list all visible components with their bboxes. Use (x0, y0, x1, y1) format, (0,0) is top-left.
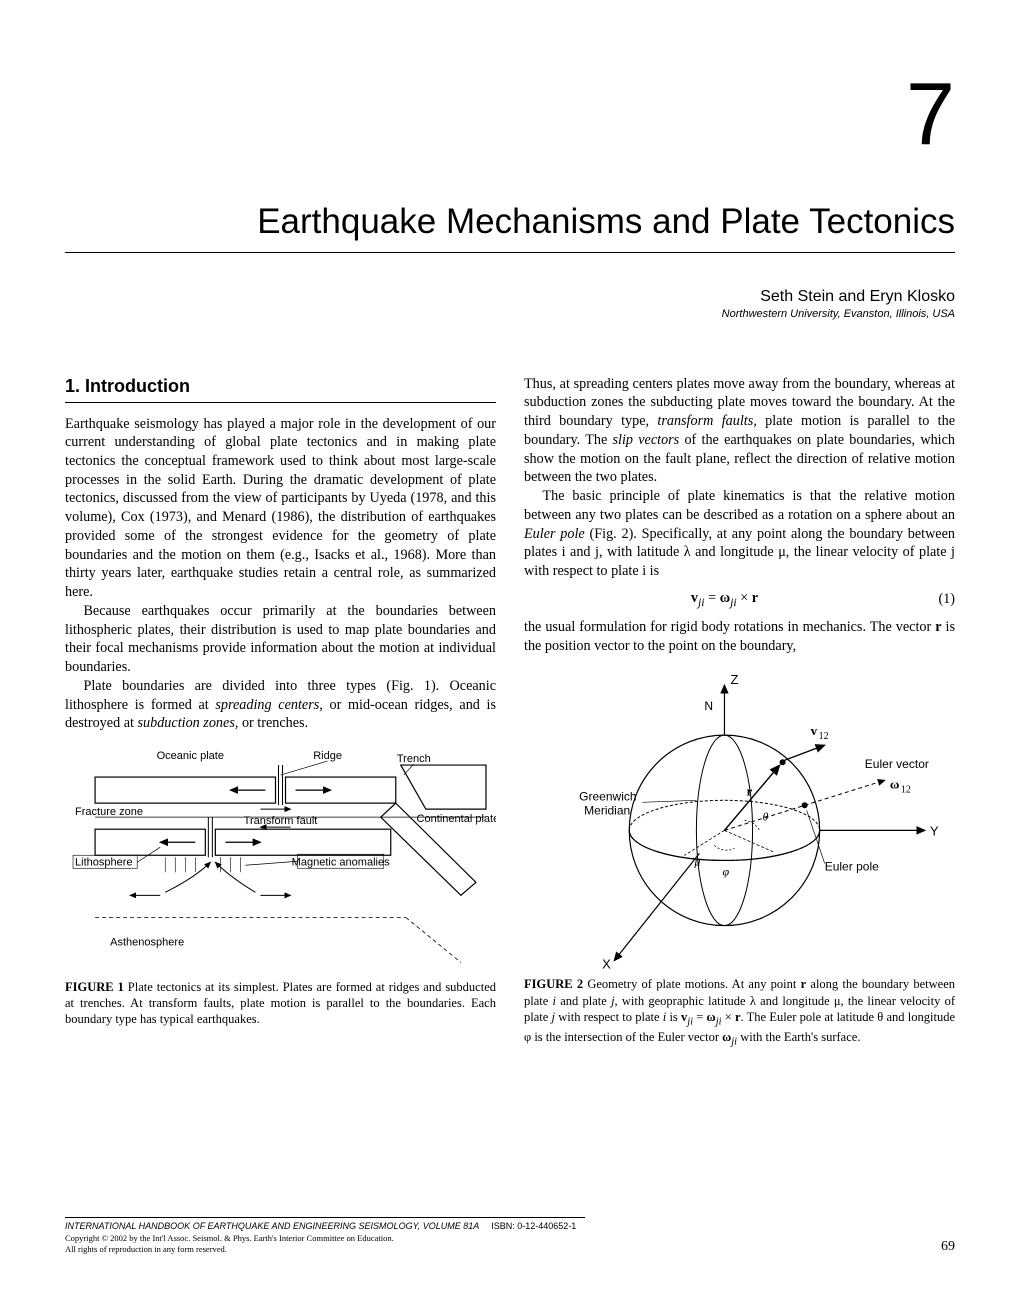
chapter-number: 7 (906, 70, 955, 158)
text: , or trenches. (235, 715, 308, 731)
footer-publication: INTERNATIONAL HANDBOOK OF EARTHQUAKE AND… (65, 1221, 955, 1231)
affiliation: Northwestern University, Evanston, Illin… (65, 308, 955, 320)
equation-body: vji = ωji × r (524, 589, 925, 610)
svg-text:Meridian: Meridian (584, 803, 630, 817)
figure-2-caption: FIGURE 2 Geometry of plate motions. At a… (524, 976, 955, 1049)
label-greenwich: Greenwich (579, 789, 636, 803)
label-transform: Transform fault (244, 815, 318, 827)
figure-1: Oceanic plate Ridge Trench Continental p… (65, 747, 496, 1027)
footer-isbn: ISBN: 0-12-440652-1 (491, 1221, 576, 1231)
chapter-title: Earthquake Mechanisms and Plate Tectonic… (65, 200, 955, 244)
label-ridge: Ridge (313, 750, 342, 762)
label-asthenosphere: Asthenosphere (110, 936, 184, 948)
footer-title: INTERNATIONAL HANDBOOK OF EARTHQUAKE AND… (65, 1221, 479, 1231)
paragraph: Thus, at spreading centers plates move a… (524, 375, 955, 487)
label-lithosphere: Lithosphere (75, 856, 133, 868)
figure-label: FIGURE 1 (65, 980, 124, 994)
label-v12: v (811, 723, 818, 738)
equation-number: (1) (925, 590, 955, 609)
label-y: Y (930, 823, 939, 838)
paragraph: Plate boundaries are divided into three … (65, 677, 496, 733)
section-heading: 1. Introduction (65, 375, 496, 399)
label-mu: μ (693, 854, 700, 868)
section-rule (65, 402, 496, 403)
body-columns: 1. Introduction Earthquake seismology ha… (65, 375, 955, 1057)
figure-1-svg: Oceanic plate Ridge Trench Continental p… (65, 747, 496, 973)
paragraph: The basic principle of plate kinematics … (524, 487, 955, 581)
label-oceanic-plate: Oceanic plate (157, 750, 224, 762)
figure-label: FIGURE 2 (524, 977, 583, 991)
label-fracture-zone: Fracture zone (75, 806, 143, 818)
footer-rule (65, 1217, 585, 1218)
footer: INTERNATIONAL HANDBOOK OF EARTHQUAKE AND… (65, 1217, 955, 1255)
italic-term: spreading centers (215, 697, 319, 713)
italic-term: slip vectors (613, 432, 680, 448)
label-euler-pole: Euler pole (825, 859, 879, 873)
equation-1: vji = ωji × r (1) (524, 589, 955, 610)
italic-term: subduction zones (138, 715, 235, 731)
paragraph: Because earthquakes occur primarily at t… (65, 602, 496, 677)
footer-copyright: Copyright © 2002 by the Int'l Assoc. Sei… (65, 1233, 955, 1244)
label-x: X (602, 956, 611, 970)
page-number: 69 (941, 1239, 955, 1255)
label-r: r (747, 783, 753, 798)
figure-1-caption: FIGURE 1 Plate tectonics at its simplest… (65, 979, 496, 1028)
italic-term: Euler pole (524, 526, 585, 542)
svg-text:12: 12 (901, 784, 911, 795)
label-v12-sub: 12 (819, 731, 829, 742)
label-z: Z (730, 672, 738, 687)
label-continental: Continental plate (417, 813, 496, 825)
caption-text: Geometry of plate motions. At any point … (524, 977, 955, 1044)
text: (Fig. 2). Specifically, at any point alo… (524, 526, 955, 579)
title-rule (65, 252, 955, 253)
figure-2-svg: Z N Y X r v 12 Euler v (524, 670, 955, 971)
page: 7 Earthquake Mechanisms and Plate Tecton… (0, 0, 1020, 1295)
text: The basic principle of plate kinematics … (524, 488, 955, 523)
label-theta: θ (763, 809, 769, 823)
footer-rights: All rights of reproduction in any form r… (65, 1244, 955, 1255)
svg-text:ω: ω (890, 776, 900, 791)
label-magnetic: Magnetic anomalies (292, 856, 390, 868)
caption-text: Plate tectonics at its simplest. Plates … (65, 980, 496, 1027)
label-n: N (704, 699, 713, 713)
paragraph: Earthquake seismology has played a major… (65, 415, 496, 602)
italic-term: transform faults (657, 413, 753, 429)
figure-2: Z N Y X r v 12 Euler v (524, 670, 955, 1049)
label-phi: φ (722, 864, 729, 878)
authors: Seth Stein and Eryn Klosko (65, 288, 955, 306)
label-trench: Trench (397, 753, 431, 765)
paragraph: the usual formulation for rigid body rot… (524, 618, 955, 655)
label-euler-vector: Euler vector (865, 757, 929, 771)
